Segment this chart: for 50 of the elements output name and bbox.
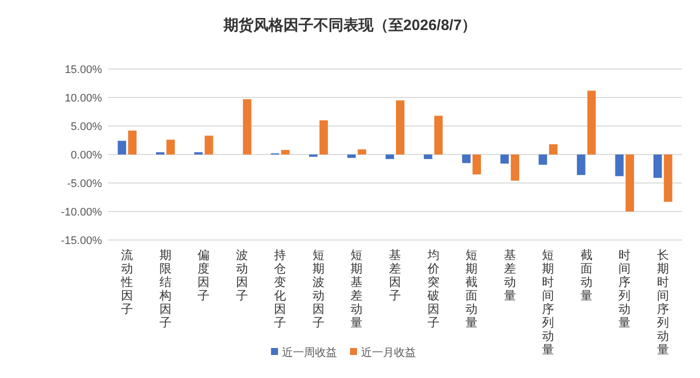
y-tick-label: 10.00% bbox=[64, 92, 102, 104]
bar bbox=[653, 154, 662, 178]
bar bbox=[242, 99, 252, 154]
bar bbox=[319, 120, 328, 154]
y-tick-label: 15.00% bbox=[64, 64, 102, 76]
bar bbox=[118, 140, 126, 154]
x-tick-label: 截面动量 bbox=[580, 248, 592, 302]
bar bbox=[128, 130, 137, 154]
bar bbox=[549, 144, 558, 154]
x-tick-label: 短期基差动量 bbox=[350, 248, 363, 330]
legend-label: 近一月收益 bbox=[361, 346, 416, 359]
bar bbox=[386, 154, 394, 160]
bar bbox=[204, 136, 214, 154]
bar bbox=[396, 100, 404, 154]
bar bbox=[587, 90, 596, 154]
bar bbox=[510, 154, 520, 181]
x-tick-label: 偏度因子 bbox=[198, 248, 210, 302]
bar bbox=[500, 154, 509, 164]
x-tick-label: 基差动量 bbox=[504, 248, 516, 302]
x-tick-label: 基差因子 bbox=[389, 248, 401, 302]
x-tick-label: 期限结构因子 bbox=[158, 248, 172, 330]
bar bbox=[281, 150, 290, 154]
bar bbox=[538, 154, 548, 165]
bar bbox=[462, 154, 471, 164]
y-tick-label: 5.00% bbox=[70, 121, 102, 133]
x-tick-label: 短期波动因子 bbox=[312, 248, 324, 330]
x-tick-label: 持仓变化因子 bbox=[274, 248, 286, 330]
y-tick-label: 0.00% bbox=[70, 150, 102, 162]
bar bbox=[664, 154, 672, 202]
x-tick-label: 波动因子 bbox=[236, 248, 248, 302]
x-tick-label: 流动性因子 bbox=[120, 248, 134, 316]
bar bbox=[347, 154, 356, 158]
x-tick-label: 时间序列动量 bbox=[618, 248, 631, 330]
x-tick-label: 短期时间序列动量 bbox=[542, 248, 554, 356]
x-tick-label: 均价突破因子 bbox=[426, 248, 440, 330]
y-tick-label: -5.00% bbox=[67, 178, 102, 190]
legend-label: 近一周收益 bbox=[282, 346, 337, 359]
x-tick-label: 长期时间序列动量 bbox=[656, 248, 669, 356]
bar bbox=[626, 154, 634, 212]
bar bbox=[576, 154, 586, 176]
bar bbox=[434, 116, 443, 154]
y-tick-label: -15.00% bbox=[61, 235, 102, 247]
x-tick-label: 短期截面动量 bbox=[466, 248, 478, 330]
bar bbox=[424, 154, 432, 160]
bar bbox=[472, 154, 481, 174]
chart-title: 期货风格因子不同表现（至2026/8/7） bbox=[222, 17, 477, 34]
y-tick-label: -10.00% bbox=[61, 206, 102, 218]
bar bbox=[615, 154, 624, 176]
bar bbox=[358, 149, 366, 154]
bar bbox=[166, 140, 175, 154]
